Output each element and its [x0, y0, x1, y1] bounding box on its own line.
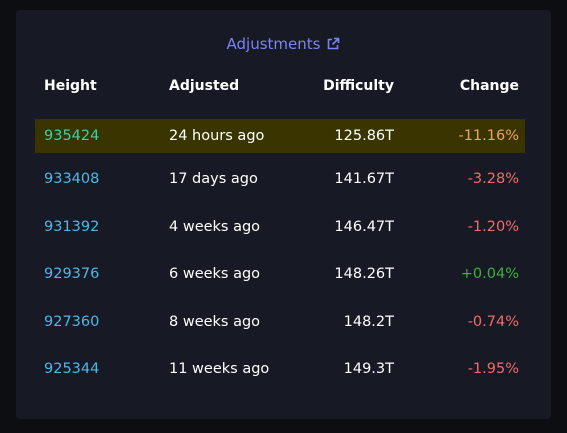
table-row: 927360 8 weeks ago 148.2T -0.74%	[35, 298, 525, 346]
difficulty-value: 141.67T	[334, 171, 394, 188]
column-header-adjusted: Adjusted	[169, 78, 240, 94]
table-row: 931392 4 weeks ago 146.47T -1.20%	[35, 203, 525, 251]
difficulty-value: 125.86T	[334, 128, 394, 144]
change-value: -1.95%	[467, 361, 519, 378]
change-value: -1.20%	[467, 218, 519, 235]
difficulty-value: 148.2T	[343, 313, 394, 330]
external-link-icon[interactable]	[326, 37, 340, 51]
column-header-difficulty: Difficulty	[323, 78, 394, 94]
adjustments-card: Adjustments Height Adjusted Difficulty C…	[16, 10, 551, 419]
block-height-link[interactable]: 935424	[44, 128, 100, 144]
table-row: 933408 17 days ago 141.67T -3.28%	[35, 156, 525, 204]
block-height-link[interactable]: 925344	[44, 361, 100, 378]
adjusted-time: 4 weeks ago	[169, 218, 261, 235]
change-value: -11.16%	[458, 128, 519, 144]
table-row: 925344 11 weeks ago 149.3T -1.95%	[35, 346, 525, 394]
change-value: -3.28%	[467, 171, 519, 188]
table-row: 929376 6 weeks ago 148.26T +0.04%	[35, 251, 525, 299]
adjusted-time: 8 weeks ago	[169, 313, 261, 330]
card-header: Adjustments	[16, 32, 551, 56]
change-value: +0.04%	[460, 266, 519, 283]
difficulty-value: 149.3T	[343, 361, 394, 378]
table-body: 935424 24 hours ago 125.86T -11.16% 9334…	[35, 119, 525, 393]
block-height-link[interactable]: 931392	[44, 218, 100, 235]
adjustments-table: Height Adjusted Difficulty Change 935424…	[35, 70, 525, 393]
column-header-change: Change	[459, 78, 519, 94]
table-row-current: 935424 24 hours ago 125.86T -11.16%	[35, 119, 525, 153]
adjusted-time: 6 weeks ago	[169, 266, 261, 283]
block-height-link[interactable]: 927360	[44, 313, 100, 330]
change-value: -0.74%	[467, 313, 519, 330]
difficulty-value: 148.26T	[334, 266, 394, 283]
adjustments-title-link[interactable]: Adjustments	[226, 35, 321, 53]
column-header-height: Height	[44, 78, 97, 94]
adjusted-time: 24 hours ago	[169, 128, 265, 144]
block-height-link[interactable]: 929376	[44, 266, 100, 283]
adjusted-time: 17 days ago	[169, 171, 258, 188]
difficulty-value: 146.47T	[334, 218, 394, 235]
block-height-link[interactable]: 933408	[44, 171, 100, 188]
table-header: Height Adjusted Difficulty Change	[35, 70, 525, 108]
adjusted-time: 11 weeks ago	[169, 361, 270, 378]
